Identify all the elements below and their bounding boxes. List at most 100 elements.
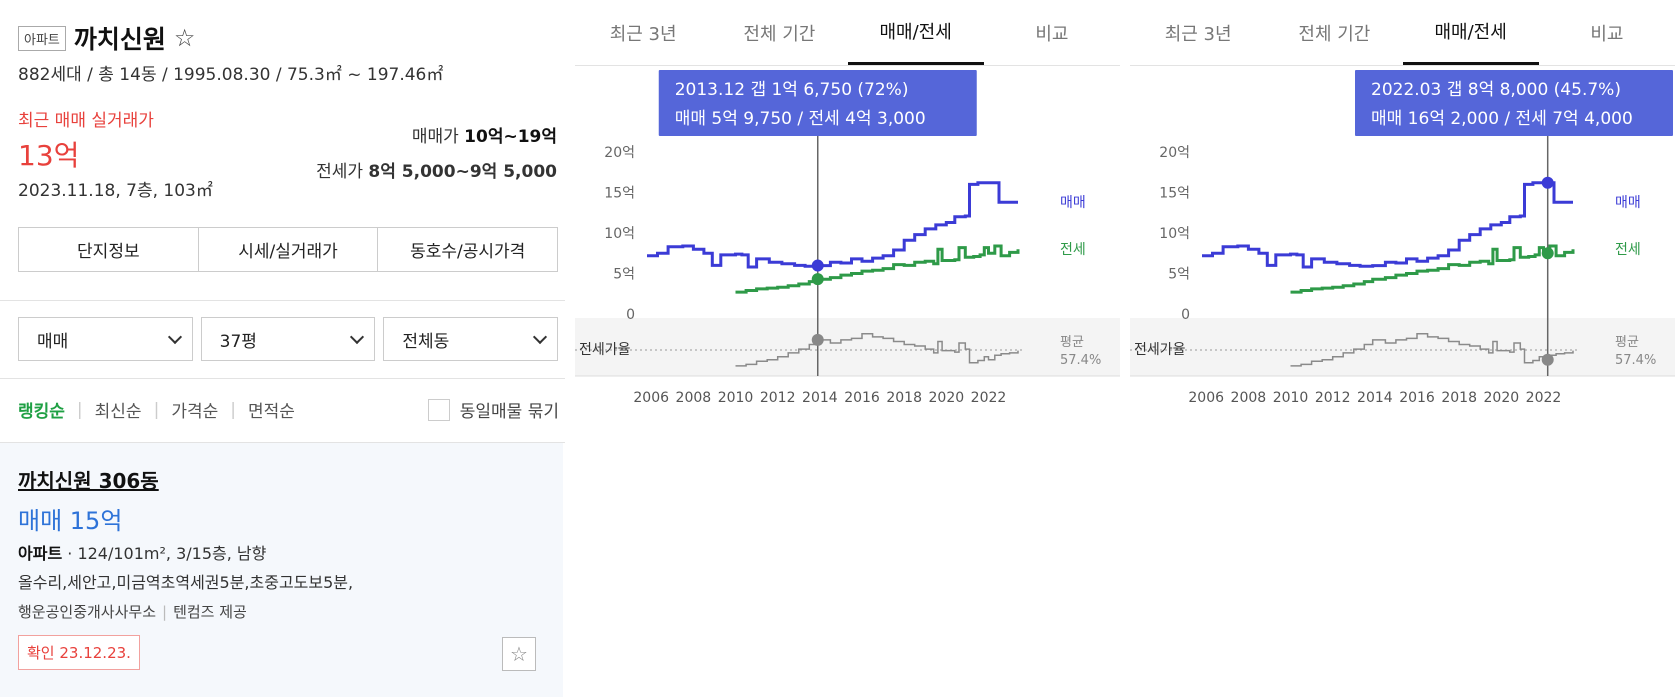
- group-checkbox[interactable]: [427, 398, 450, 421]
- listing-description: 올수리,세안고,미금역초역세권5분,초중고도보5분,: [18, 573, 354, 592]
- ratio-series-line: [1290, 333, 1574, 367]
- listing-info: 아파트 · 124/101m², 3/15층, 남향: [18, 540, 266, 564]
- ratio-cursor-point: [1541, 353, 1554, 366]
- y-tick-label: 20억: [604, 145, 635, 161]
- tab-compare[interactable]: 비교: [1035, 23, 1069, 45]
- x-tick-label: 2018: [1441, 390, 1477, 406]
- x-tick-label: 2014: [802, 390, 838, 406]
- sale-price-label: 매매가: [411, 127, 459, 147]
- tab-complex-info[interactable]: 단지정보: [19, 228, 199, 271]
- provider-name: 텐컴즈 제공: [173, 603, 247, 621]
- ratio-series-line: [735, 333, 1019, 367]
- recent-price-value: 13억: [18, 139, 80, 172]
- ratio-band: [1130, 318, 1675, 376]
- price-chart[interactable]: 20억 15억 10억 5억 0 전세가율 평균 57.4% 2006 2008 2010 2012 2…: [1130, 66, 1675, 440]
- x-tick-label: 2012: [760, 390, 796, 406]
- chart-tabs: 최근 3년 전체 기간 매매/전세 비교: [575, 0, 1120, 66]
- y-tick-label: 5억: [613, 267, 635, 283]
- jeonse-series-label: 전세: [1615, 242, 1641, 258]
- x-tick-label: 2014: [1357, 390, 1393, 406]
- jeonse-series-line: [1290, 244, 1575, 294]
- x-tick-label: 2020: [929, 390, 965, 406]
- divider: [0, 300, 565, 301]
- trade-type-select[interactable]: 매매: [18, 317, 193, 361]
- sort-price[interactable]: 가격순: [171, 402, 219, 422]
- tooltip-line-1: 2013.12 갭 1억 6,750 (72%): [675, 80, 909, 100]
- tab-recent-3y[interactable]: 최근 3년: [609, 23, 677, 45]
- tab-market-price[interactable]: 시세/실거래가: [199, 228, 379, 271]
- sort-ranking[interactable]: 랭킹순: [18, 402, 65, 422]
- listing-favorite-star-icon[interactable]: ☆: [502, 637, 536, 671]
- average-label: 평균: [1060, 335, 1084, 350]
- sort-latest[interactable]: 최신순: [94, 402, 142, 422]
- sort-options: 랭킹순 | 최신순 | 가격순 | 면적순: [18, 397, 307, 423]
- sale-cursor-point: [1541, 176, 1554, 189]
- jeonse-price-value: 8억 5,000~9억 5,000: [368, 162, 557, 182]
- x-tick-label: 2010: [718, 390, 754, 406]
- apt-summary: 882세대 / 총 14동 / 1995.08.30 / 75.3㎡ ~ 197…: [18, 65, 444, 85]
- chart-panel-1: 최근 3년 전체 기간 매매/전세 비교 20억 15억 10억 5억 0 전세가율 평균 5…: [575, 0, 1120, 440]
- x-tick-label: 2010: [1273, 390, 1309, 406]
- y-tick-label: 20억: [1159, 145, 1190, 161]
- sale-price-value: 10억~19억: [464, 127, 557, 147]
- chart-panel-2: 최근 3년 전체 기간 매매/전세 비교 20억 15억 10억 5억 0 전세가율 평균 5…: [1130, 0, 1675, 440]
- tooltip-line-2: 매매 5억 9,750 / 전세 4억 3,000: [675, 109, 926, 129]
- y-tick-label: 10억: [604, 226, 635, 242]
- listing-spec: 124/101m², 3/15층, 남향: [77, 544, 267, 563]
- listing-price: 매매 15억: [18, 507, 123, 535]
- sale-series-label: 매매: [1615, 195, 1641, 211]
- x-tick-label: 2006: [1188, 390, 1224, 406]
- x-tick-label: 2012: [1315, 390, 1351, 406]
- y-tick-label: 0: [1181, 307, 1190, 323]
- jeonse-cursor-point: [1541, 247, 1554, 260]
- sort-divider: |: [230, 399, 236, 420]
- y-tick-label: 15억: [604, 186, 635, 202]
- sale-series-line: [1202, 181, 1573, 269]
- x-tick-label: 2020: [1484, 390, 1520, 406]
- x-tick-label: 2016: [844, 390, 880, 406]
- jeonse-price-range: 전세가 8억 5,000~9억 5,000: [316, 157, 557, 182]
- price-chart[interactable]: 20억 15억 10억 5억 0 전세가율 평균 57.4% 2006 2008 2010 2012 2…: [575, 66, 1120, 440]
- size-select[interactable]: 37평: [200, 317, 376, 361]
- x-tick-label: 2022: [1526, 390, 1562, 406]
- sale-series-label: 매매: [1060, 195, 1086, 211]
- y-tick-label: 10억: [1159, 226, 1190, 242]
- tab-recent-3y[interactable]: 최근 3년: [1164, 23, 1232, 45]
- tab-compare[interactable]: 비교: [1590, 23, 1624, 45]
- chevron-down-icon: [167, 329, 182, 344]
- agent-divider: |: [162, 603, 168, 621]
- confirm-badge: 확인 23.12.23.: [18, 635, 140, 670]
- x-tick-label: 2008: [676, 390, 712, 406]
- sort-divider: |: [153, 399, 160, 420]
- jeonse-series-label: 전세: [1060, 242, 1086, 258]
- x-tick-label: 2008: [1231, 390, 1267, 406]
- average-value: 57.4%: [1060, 353, 1101, 368]
- apt-header: 아파트 까치신원 ☆: [18, 20, 195, 56]
- sort-divider: |: [76, 399, 83, 420]
- ratio-band: [575, 318, 1120, 376]
- recent-price-label: 최근 매매 실거래가: [18, 111, 154, 131]
- listing-type: 아파트: [18, 544, 63, 563]
- listing-type-dot: ·: [67, 544, 78, 563]
- group-same-listings[interactable]: 동일매물 묶기: [427, 397, 559, 422]
- tab-all-period[interactable]: 전체 기간: [743, 23, 816, 45]
- ratio-cursor-point: [811, 333, 824, 346]
- chevron-down-icon: [350, 329, 365, 344]
- sale-series-line: [647, 181, 1018, 269]
- group-label: 동일매물 묶기: [459, 402, 559, 422]
- tab-sale-jeonse[interactable]: 매매/전세: [847, 0, 984, 65]
- tab-sale-jeonse[interactable]: 매매/전세: [1402, 0, 1539, 65]
- sort-area[interactable]: 면적순: [247, 402, 295, 422]
- ratio-label: 전세가율: [1134, 342, 1186, 358]
- trade-type-value: 매매: [37, 331, 69, 352]
- listing-card[interactable]: 까치신원 306동 매매 15억 아파트 · 124/101m², 3/15층,…: [0, 443, 563, 697]
- tab-unit-public-price[interactable]: 동호수/공시가격: [410, 242, 526, 262]
- chevron-down-icon: [532, 329, 548, 344]
- listing-title[interactable]: 까치신원 306동: [18, 469, 159, 493]
- sale-cursor-point: [811, 259, 824, 272]
- tab-all-period[interactable]: 전체 기간: [1298, 23, 1371, 45]
- building-select[interactable]: 전체동: [383, 317, 559, 361]
- agent-name: 행운공인중개사사무소: [18, 603, 157, 621]
- favorite-star-icon[interactable]: ☆: [173, 24, 196, 52]
- tooltip-line-1: 2022.03 갭 8억 8,000 (45.7%): [1371, 80, 1621, 100]
